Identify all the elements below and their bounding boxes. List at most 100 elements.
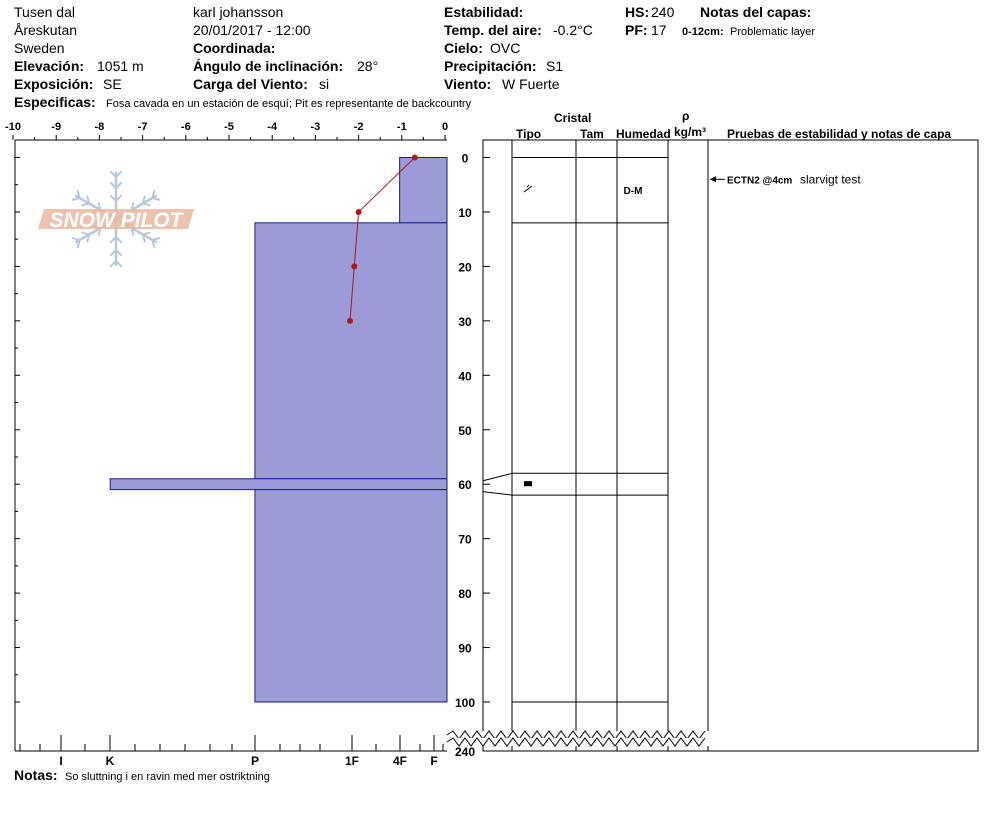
crystal-header: Cristal bbox=[554, 111, 592, 125]
incline-value: 28° bbox=[357, 58, 379, 74]
depth-tick-label: 40 bbox=[458, 369, 472, 383]
depth-tick-label: 30 bbox=[458, 315, 472, 329]
test-code: ECTN2 @4cm bbox=[727, 175, 792, 186]
hardness-tick-label: F bbox=[430, 754, 437, 768]
depth-tick-label: 80 bbox=[458, 587, 472, 601]
aspect-label: Exposición: bbox=[14, 76, 94, 92]
sky-label: Cielo: bbox=[444, 40, 483, 56]
layer-note-text: Problematic layer bbox=[730, 26, 815, 38]
layer-notes-label: Notas del capas: bbox=[700, 4, 812, 20]
depth-tick-label: 50 bbox=[458, 424, 472, 438]
snowflake-branch bbox=[81, 231, 90, 236]
depth-tick-label: 0 bbox=[462, 152, 469, 166]
notes-value: So sluttning i en ravin med mer ostriktn… bbox=[65, 771, 270, 783]
hardness-tick-label: 1F bbox=[345, 754, 359, 768]
snowflake-branch bbox=[109, 236, 117, 244]
snowflake-branch bbox=[109, 181, 117, 189]
location-name: Tusen dal bbox=[14, 4, 75, 20]
wind-load-label: Carga del Viento: bbox=[193, 76, 308, 92]
hs-label: HS: bbox=[625, 4, 650, 20]
pf-label: PF: bbox=[625, 22, 648, 38]
depth-break-zigzag bbox=[446, 737, 706, 747]
temp-tick-label: 0 bbox=[442, 121, 448, 133]
area-name: Åreskutan bbox=[14, 22, 78, 38]
layer-note-range: 0-12cm: bbox=[682, 26, 724, 38]
hardness-tick-label: I bbox=[59, 754, 62, 768]
wind-value: W Fuerte bbox=[502, 76, 560, 92]
temperature-point bbox=[346, 317, 353, 324]
snowflake-branch bbox=[115, 260, 123, 268]
temp-tick-label: -2 bbox=[354, 121, 364, 133]
temperature-point bbox=[351, 263, 358, 270]
depth-tick-label: 70 bbox=[458, 533, 472, 547]
grain-symbol-ice bbox=[524, 481, 532, 487]
depth-tick-label: 60 bbox=[458, 478, 472, 492]
temp-tick-label: -6 bbox=[181, 121, 191, 133]
hs-value: 240 bbox=[651, 4, 675, 20]
depth-break-zigzag bbox=[446, 730, 706, 740]
depth-tick-label: 100 bbox=[455, 696, 475, 710]
air-temp-label: Temp. del aire: bbox=[444, 22, 542, 38]
depth-tick-label: 90 bbox=[458, 642, 472, 656]
precip-value: S1 bbox=[546, 58, 564, 74]
precip-label: Precipitación: bbox=[444, 58, 537, 74]
hardness-layer bbox=[254, 489, 448, 703]
temp-tick-label: -9 bbox=[51, 121, 61, 133]
snowflake-branch bbox=[141, 234, 146, 243]
snowflake-branch bbox=[71, 236, 80, 241]
hardness-bars bbox=[109, 157, 448, 703]
break-mask bbox=[447, 738, 709, 746]
snowflake-branch bbox=[141, 195, 146, 204]
temp-tick-label: -7 bbox=[138, 121, 148, 133]
row-connector bbox=[482, 472, 513, 482]
notes-label: Notas: bbox=[14, 767, 58, 783]
temp-tick-label: -4 bbox=[267, 121, 278, 133]
break-mask bbox=[447, 731, 709, 739]
snowflake-branch bbox=[109, 170, 117, 178]
density-unit-header: kg/m³ bbox=[674, 125, 707, 139]
snowflake-branch bbox=[86, 234, 91, 243]
snow-pilot-logo: SNOW PILOT bbox=[38, 170, 194, 268]
snowflake-branch bbox=[142, 231, 151, 236]
temp-tick-label: -1 bbox=[397, 121, 407, 133]
grain-symbol-decomposing bbox=[526, 184, 530, 188]
snowflake-branch bbox=[115, 249, 123, 257]
rho-header: ρ bbox=[682, 109, 690, 123]
hardness-layer bbox=[109, 478, 448, 491]
wind-label: Viento: bbox=[444, 76, 492, 92]
temp-tick-label: -3 bbox=[311, 121, 321, 133]
hardness-tick-label: K bbox=[106, 754, 115, 768]
moisture-header: Humedad bbox=[616, 127, 671, 141]
snowflake-branch bbox=[109, 260, 117, 268]
temp-tick-label: -8 bbox=[95, 121, 105, 133]
snowflake-branch bbox=[109, 194, 117, 202]
snowflake-branch bbox=[130, 227, 135, 236]
snowflake-branch bbox=[76, 239, 81, 248]
grain-table: D-M ECTN2 @4cm slarvigt test bbox=[446, 139, 979, 752]
temp-tick-label: -5 bbox=[224, 121, 234, 133]
table-frame bbox=[482, 139, 979, 752]
snowflake-branch bbox=[151, 190, 156, 199]
coordinate-label: Coordinada: bbox=[193, 40, 276, 56]
elevation-label: Elevación: bbox=[14, 58, 85, 74]
logo-text: SNOW PILOT bbox=[50, 209, 185, 232]
snowflake-branch bbox=[115, 236, 123, 244]
temperature-point bbox=[411, 154, 418, 161]
snowflake-branch bbox=[142, 202, 151, 207]
snowflake-branch bbox=[76, 190, 81, 199]
elevation-value: 1051 m bbox=[97, 58, 144, 74]
logo-banner bbox=[38, 209, 194, 229]
snowflake-branch bbox=[152, 236, 161, 241]
hardness-tick-label: P bbox=[251, 754, 259, 768]
axes: -10 -9 -8 -7 -6 -5 -4 -3 -2 -1 0I K P 1F 4F F0102030405… bbox=[5, 121, 490, 768]
snowflake-branch bbox=[152, 197, 161, 202]
snowflake-branch bbox=[109, 249, 117, 257]
stability-label: Estabilidad: bbox=[444, 4, 524, 20]
snowflake-branch bbox=[71, 197, 80, 202]
wind-load-value: si bbox=[319, 76, 330, 92]
snowflake-branch bbox=[115, 181, 123, 189]
observation-datetime: 20/01/2017 - 12:00 bbox=[193, 22, 311, 38]
temp-tick-label: -10 bbox=[5, 121, 21, 133]
air-temp-value: -0.2°C bbox=[553, 22, 593, 38]
